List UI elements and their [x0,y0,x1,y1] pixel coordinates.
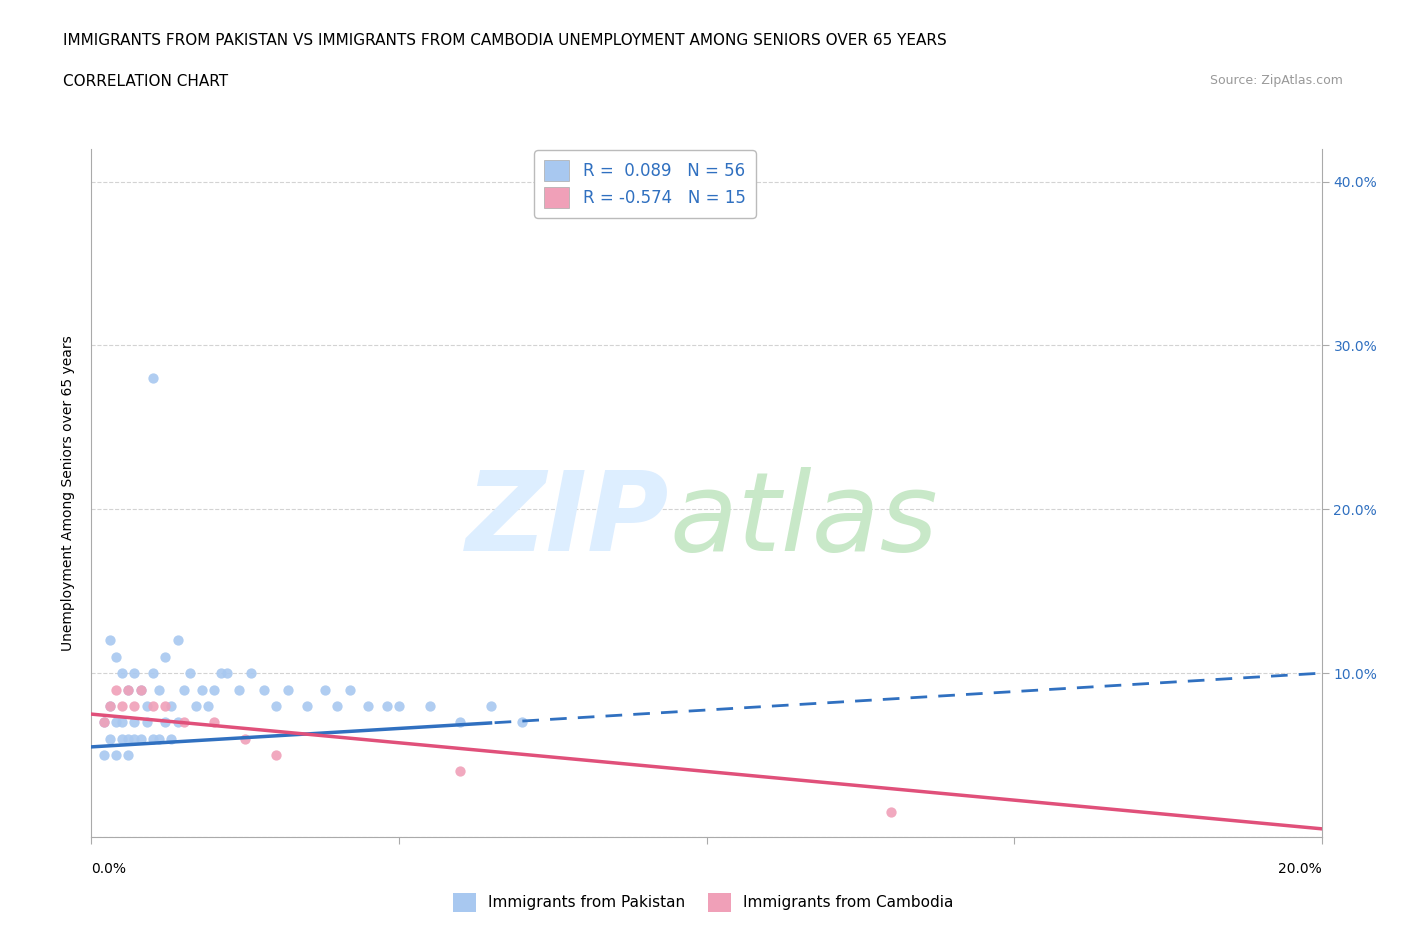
Point [479,698,502,713]
Point [314,682,336,697]
Point [124,666,146,681]
Point [105,682,127,697]
Point [124,715,146,730]
Point [153,698,177,713]
Text: atlas: atlas [669,467,938,574]
Point [202,682,225,697]
Point [209,666,232,681]
Point [98,698,121,713]
Point [295,698,318,713]
Point [339,682,361,697]
Point [124,731,146,746]
Point [129,682,152,697]
Point [135,698,157,713]
Point [388,698,411,713]
Point [264,748,287,763]
Point [129,731,152,746]
Point [98,698,121,713]
Point [357,698,380,713]
Point [124,698,146,713]
Point [135,715,157,730]
Point [153,715,177,730]
Point [111,666,134,681]
Point [202,715,225,730]
Point [253,682,276,697]
Point [153,649,177,664]
Point [98,633,121,648]
Point [880,805,903,820]
Point [215,666,238,681]
Point [142,371,165,386]
Point [264,698,287,713]
Point [117,748,139,763]
Point [142,731,165,746]
Point [166,715,188,730]
Point [129,682,152,697]
Point [173,682,195,697]
Point [148,682,170,697]
Point [148,731,170,746]
Point [166,633,188,648]
Point [419,698,441,713]
Text: IMMIGRANTS FROM PAKISTAN VS IMMIGRANTS FROM CAMBODIA UNEMPLOYMENT AMONG SENIORS : IMMIGRANTS FROM PAKISTAN VS IMMIGRANTS F… [63,33,948,47]
Point [375,698,398,713]
Point [105,748,127,763]
Point [449,764,471,779]
Point [240,666,263,681]
Point [142,698,165,713]
Text: ZIP: ZIP [467,467,669,574]
Point [111,715,134,730]
Point [160,698,183,713]
Point [93,715,115,730]
Point [233,731,256,746]
Point [98,731,121,746]
Point [160,731,183,746]
Text: CORRELATION CHART: CORRELATION CHART [63,74,228,89]
Point [117,731,139,746]
Point [277,682,299,697]
Point [105,715,127,730]
Text: 20.0%: 20.0% [1278,862,1322,876]
Point [197,698,219,713]
Point [184,698,207,713]
Point [117,682,139,697]
Point [142,666,165,681]
Y-axis label: Unemployment Among Seniors over 65 years: Unemployment Among Seniors over 65 years [62,335,76,651]
Point [111,698,134,713]
Point [173,715,195,730]
Point [510,715,533,730]
Point [93,748,115,763]
Legend: Immigrants from Pakistan, Immigrants from Cambodia: Immigrants from Pakistan, Immigrants fro… [447,887,959,918]
Text: Source: ZipAtlas.com: Source: ZipAtlas.com [1209,74,1343,87]
Text: 0.0%: 0.0% [91,862,127,876]
Point [179,666,201,681]
Point [326,698,349,713]
Point [111,731,134,746]
Legend: R =  0.089   N = 56, R = -0.574   N = 15: R = 0.089 N = 56, R = -0.574 N = 15 [534,151,755,218]
Point [191,682,214,697]
Point [449,715,471,730]
Point [117,682,139,697]
Point [93,715,115,730]
Point [228,682,250,697]
Point [105,649,127,664]
